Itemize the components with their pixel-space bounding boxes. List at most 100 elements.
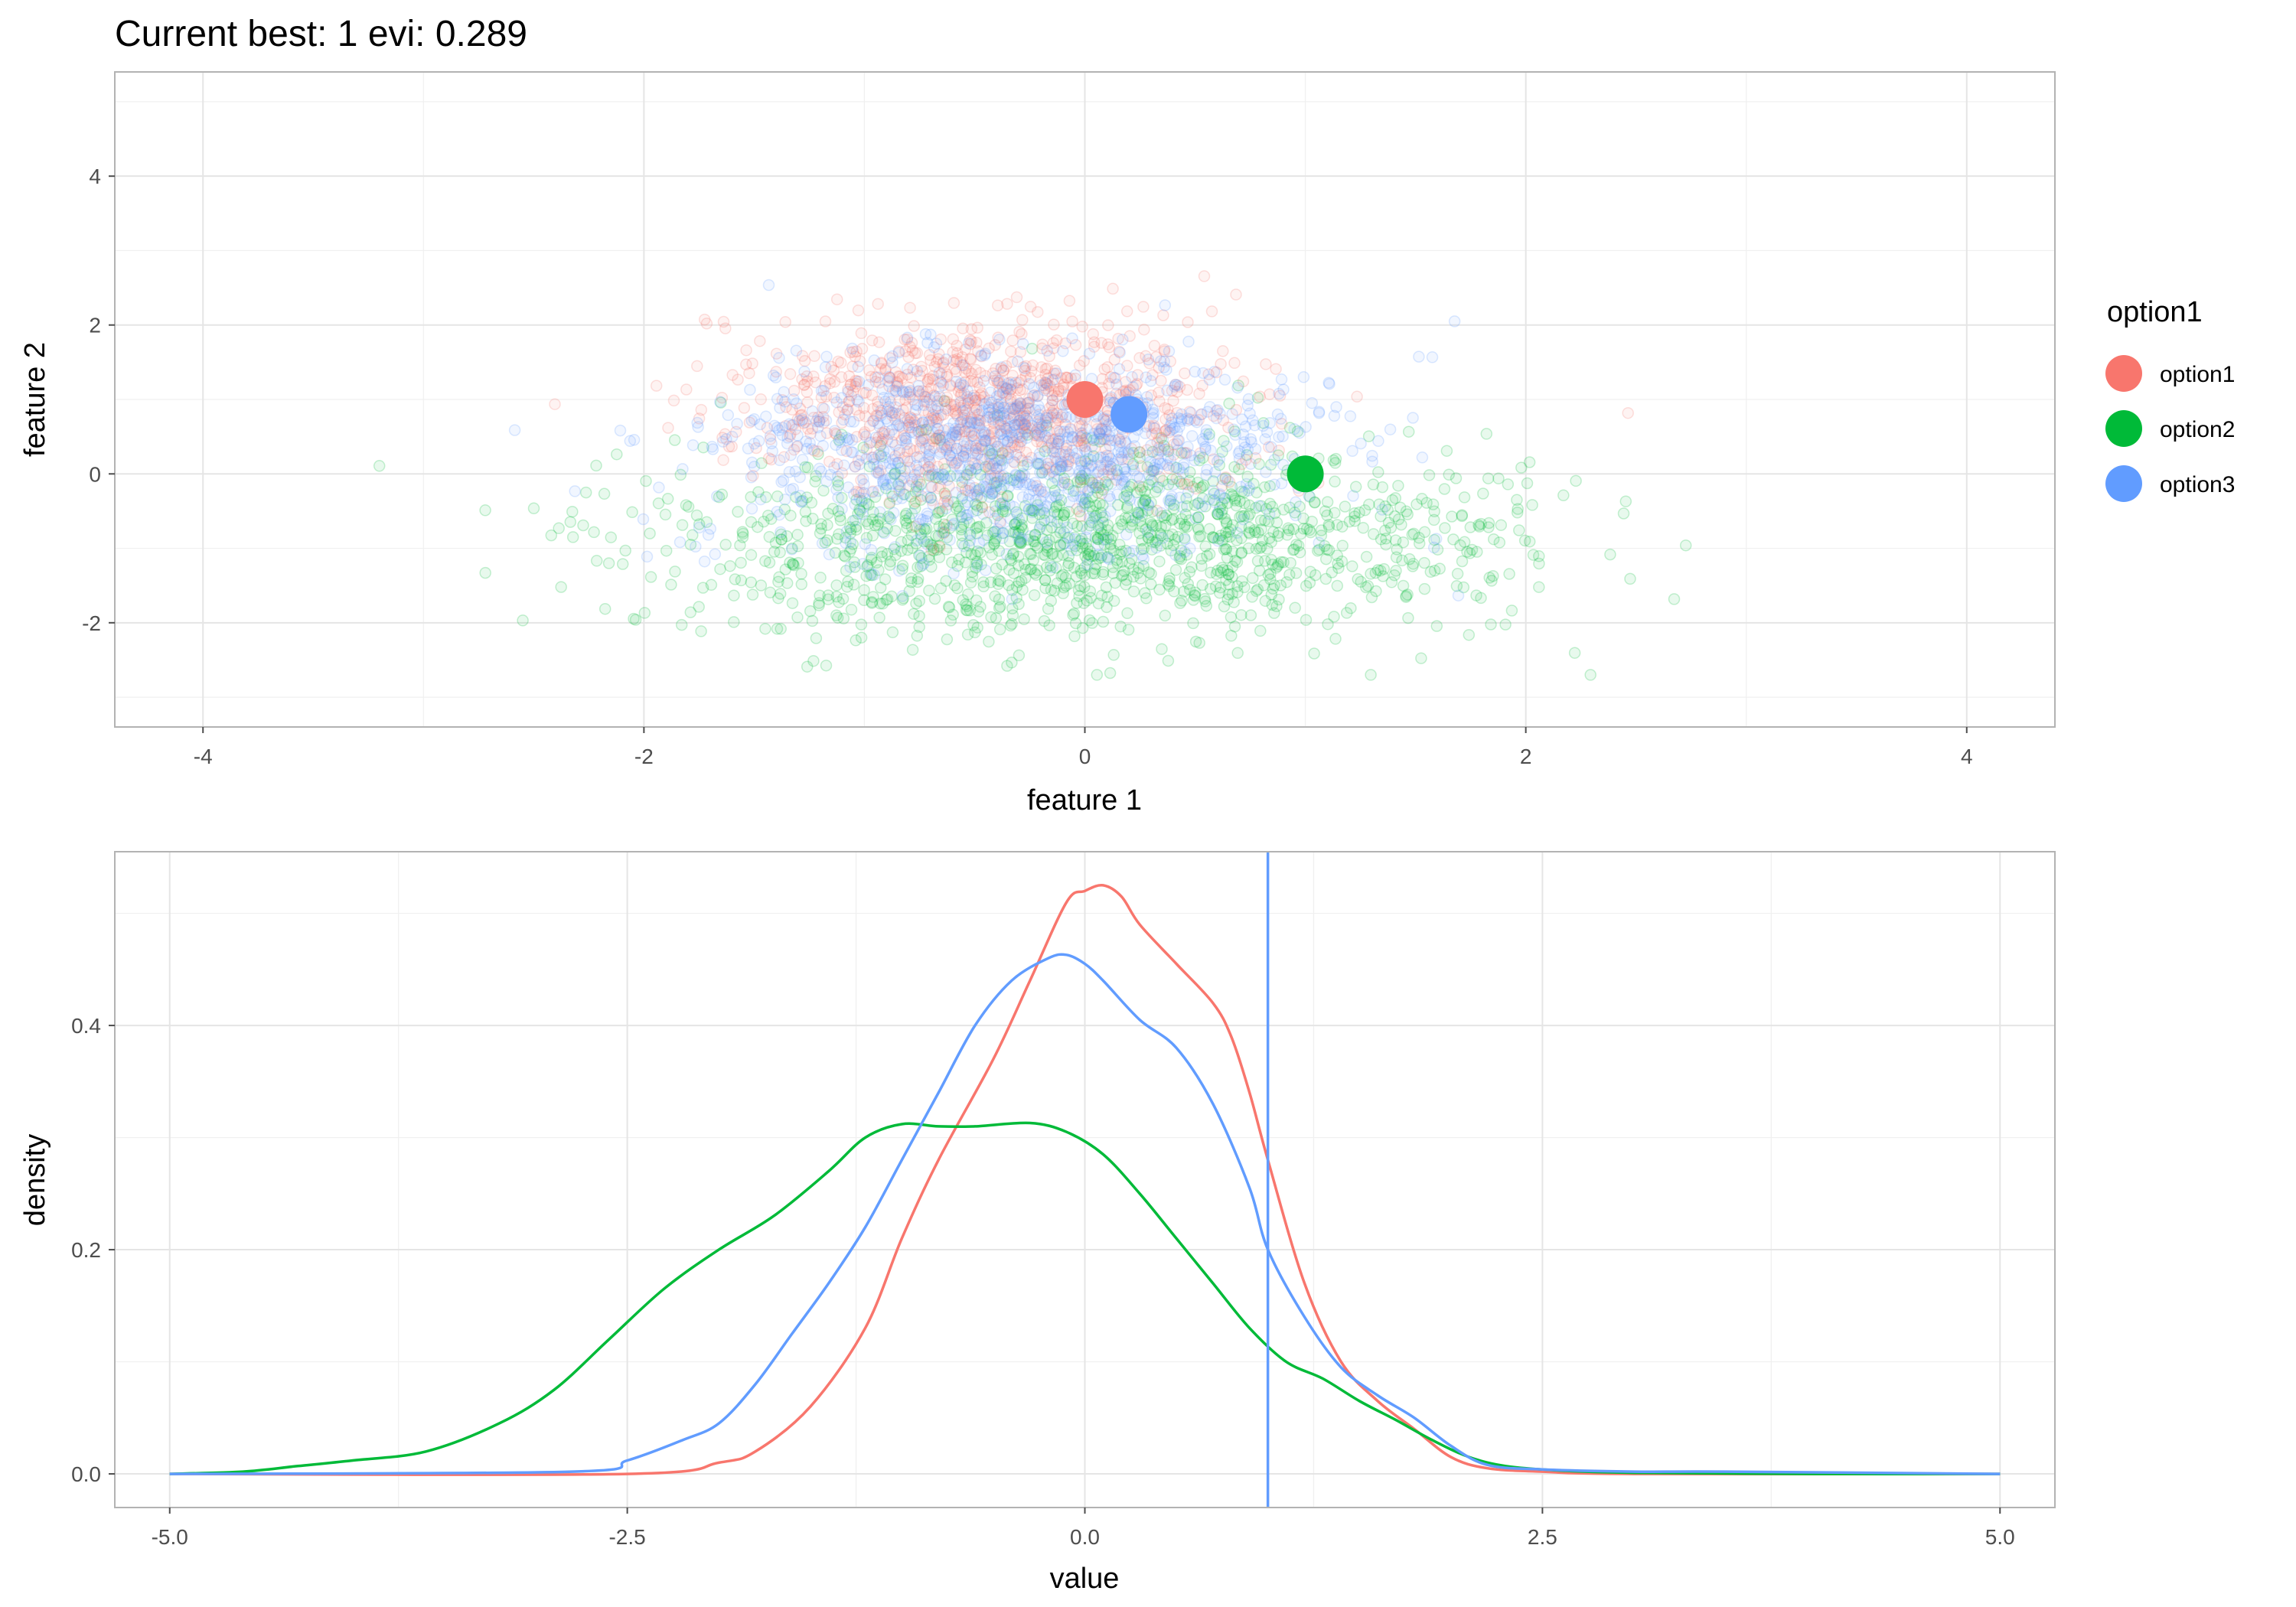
scatter-point-option1 bbox=[1076, 434, 1088, 447]
scatter-point-option2 bbox=[1416, 493, 1428, 505]
scatter-point-option2 bbox=[1134, 572, 1147, 585]
scatter-point-option1 bbox=[947, 399, 960, 412]
scatter-point-option2 bbox=[745, 576, 758, 588]
scatter-point-option2 bbox=[1107, 530, 1119, 542]
scatter-point-option3 bbox=[998, 479, 1010, 491]
scatter-point-option3 bbox=[813, 462, 826, 475]
scatter-point-option2 bbox=[829, 546, 842, 559]
scatter-point-option2 bbox=[1228, 492, 1241, 505]
scatter-point-option2 bbox=[1127, 585, 1140, 598]
scatter-point-option2 bbox=[1130, 486, 1143, 499]
scatter-point-option2 bbox=[1094, 497, 1106, 510]
scatter-point-option2 bbox=[1162, 478, 1175, 491]
scatter-point-option2 bbox=[716, 488, 729, 500]
scatter-point-option2 bbox=[1458, 536, 1471, 549]
scatter-point-option2 bbox=[1238, 486, 1251, 499]
scatter-point-option2 bbox=[1004, 619, 1017, 632]
scatter-point-option2 bbox=[759, 555, 771, 567]
scatter-point-option2 bbox=[1235, 547, 1247, 559]
scatter-point-option1 bbox=[925, 412, 938, 425]
scatter-point-option2 bbox=[1104, 538, 1117, 551]
scatter-point-option2 bbox=[1100, 476, 1112, 488]
scatter-point-option1 bbox=[1133, 446, 1146, 458]
scatter-point-option2 bbox=[1012, 527, 1025, 540]
scatter-point-option1 bbox=[836, 467, 849, 479]
scatter-point-option2 bbox=[1072, 584, 1085, 596]
scatter-point-option2 bbox=[1440, 445, 1453, 457]
scatter-point-option3 bbox=[787, 482, 800, 495]
scatter-point-option2 bbox=[872, 515, 884, 528]
scatter-point-option2 bbox=[861, 560, 873, 573]
scatter-point-option2 bbox=[883, 497, 895, 510]
scatter-point-option2 bbox=[834, 514, 847, 526]
scatter-point-option2 bbox=[1321, 496, 1334, 508]
scatter-point-option2 bbox=[1086, 491, 1098, 504]
scatter-point-option2 bbox=[1199, 592, 1211, 605]
scatter-point-option2 bbox=[897, 592, 910, 605]
density-x-ticks: -5.0 -2.5 0.0 2.5 5.0 bbox=[152, 1508, 2015, 1549]
scatter-point-option2 bbox=[1059, 571, 1072, 584]
scatter-point-option2 bbox=[1192, 497, 1205, 510]
scatter-point-option2 bbox=[1270, 562, 1283, 574]
scatter-point-option2 bbox=[1058, 581, 1070, 594]
scatter-point-option2 bbox=[1234, 495, 1246, 507]
scatter-point-option2 bbox=[934, 582, 947, 595]
scatter-point-option1 bbox=[1023, 422, 1035, 435]
scatter-point-option2 bbox=[786, 597, 799, 609]
scatter-point-option1 bbox=[691, 360, 703, 373]
scatter-point-option2 bbox=[1423, 469, 1436, 481]
scatter-point-option1 bbox=[1146, 428, 1158, 441]
scatter-point-option1 bbox=[1076, 321, 1088, 333]
scatter-point-option2 bbox=[1250, 543, 1263, 555]
scatter-point-option3 bbox=[1045, 515, 1058, 527]
scatter-point-option2 bbox=[832, 479, 845, 492]
scatter-point-option1 bbox=[1032, 416, 1044, 428]
scatter-point-option2 bbox=[1331, 549, 1343, 562]
scatter-point-option2 bbox=[1054, 526, 1067, 539]
scatter-point-option1 bbox=[1240, 454, 1252, 466]
scatter-point-option3 bbox=[900, 438, 913, 451]
x-tick-label: 2.5 bbox=[1528, 1525, 1557, 1549]
scatter-point-option2 bbox=[1114, 538, 1126, 551]
scatter-point-option1 bbox=[935, 376, 947, 389]
scatter-point-option2 bbox=[1438, 483, 1451, 495]
scatter-point-option2 bbox=[1244, 507, 1256, 520]
scatter-point-option2 bbox=[1454, 539, 1466, 552]
scatter-point-option2 bbox=[931, 507, 944, 520]
scatter-point-option2 bbox=[555, 581, 567, 593]
scatter-point-option2 bbox=[964, 576, 977, 589]
scatter-point-option3 bbox=[1427, 541, 1440, 554]
scatter-point-option2 bbox=[1219, 472, 1231, 484]
scatter-point-option2 bbox=[1081, 543, 1094, 555]
scatter-point-option2 bbox=[875, 450, 888, 462]
scatter-point-option2 bbox=[1259, 595, 1272, 608]
scatter-point-option2 bbox=[970, 562, 982, 574]
scatter-point-option2 bbox=[696, 582, 709, 594]
scatter-point-option3 bbox=[1066, 332, 1078, 344]
scatter-point-option2 bbox=[874, 439, 887, 452]
scatter-point-option3 bbox=[1011, 508, 1023, 521]
scatter-point-option2 bbox=[1309, 496, 1321, 509]
scatter-point-option3 bbox=[1159, 299, 1172, 311]
scatter-point-option1 bbox=[987, 403, 1000, 415]
scatter-point-option2 bbox=[896, 562, 908, 575]
scatter-point-option2 bbox=[1154, 527, 1166, 540]
scatter-point-option2 bbox=[1083, 614, 1096, 627]
scatter-point-option1 bbox=[968, 428, 981, 440]
scatter-point-option2 bbox=[724, 559, 736, 572]
scatter-point-option3 bbox=[1104, 505, 1117, 517]
scatter-point-option2 bbox=[902, 534, 915, 546]
scatter-point-option2 bbox=[956, 530, 968, 542]
scatter-point-option1 bbox=[832, 355, 844, 368]
scatter-point-option3 bbox=[781, 437, 794, 450]
scatter-point-option2 bbox=[1009, 518, 1021, 531]
scatter-point-option3 bbox=[1203, 431, 1215, 444]
scatter-point-option2 bbox=[996, 504, 1009, 516]
scatter-point-option2 bbox=[1075, 473, 1088, 486]
scatter-point-option2 bbox=[781, 530, 793, 543]
scatter-point-option2 bbox=[1668, 593, 1681, 605]
scatter-point-option1 bbox=[1097, 413, 1110, 425]
scatter-point-option2 bbox=[1463, 547, 1476, 559]
scatter-point-option2 bbox=[980, 517, 993, 529]
scatter-point-option2 bbox=[866, 513, 879, 526]
